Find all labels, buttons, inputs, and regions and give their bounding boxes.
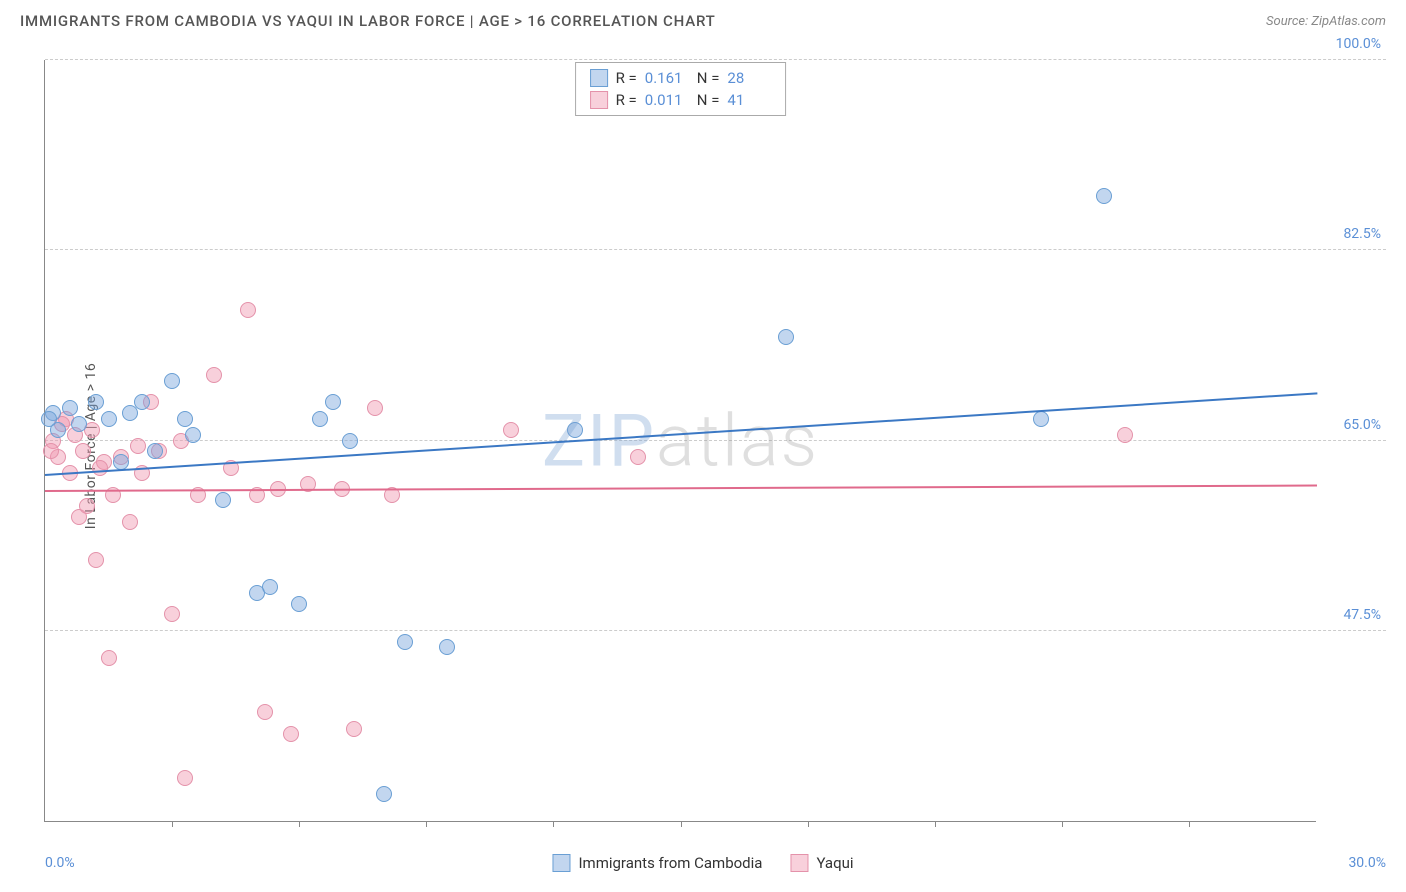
data-point bbox=[164, 606, 180, 622]
legend-label-1: Yaqui bbox=[816, 854, 853, 872]
y-tick-label: 100.0% bbox=[1336, 36, 1381, 52]
swatch-series-1 bbox=[590, 91, 608, 109]
data-point bbox=[630, 449, 646, 465]
data-point bbox=[79, 498, 95, 514]
r-label: R = bbox=[616, 91, 637, 109]
data-point bbox=[325, 394, 341, 410]
swatch-series-0 bbox=[590, 69, 608, 87]
x-tick bbox=[935, 821, 936, 827]
r-label: R = bbox=[616, 69, 637, 87]
data-point bbox=[134, 394, 150, 410]
x-tick bbox=[808, 821, 809, 827]
data-point bbox=[177, 770, 193, 786]
data-point bbox=[164, 373, 180, 389]
legend-item-0: Immigrants from Cambodia bbox=[552, 854, 762, 872]
legend-row-series-0: R = 0.161 N = 28 bbox=[590, 67, 772, 89]
data-point bbox=[43, 443, 59, 459]
legend-item-1: Yaqui bbox=[790, 854, 853, 872]
data-point bbox=[122, 405, 138, 421]
watermark-part2: atlas bbox=[656, 398, 819, 483]
data-point bbox=[215, 492, 231, 508]
x-axis-max-label: 30.0% bbox=[1348, 855, 1386, 871]
x-tick bbox=[1189, 821, 1190, 827]
data-point bbox=[346, 721, 362, 737]
data-point bbox=[41, 411, 57, 427]
data-point bbox=[240, 302, 256, 318]
data-point bbox=[1096, 188, 1112, 204]
correlation-legend: R = 0.161 N = 28 R = 0.011 N = 41 bbox=[575, 62, 787, 116]
data-point bbox=[88, 552, 104, 568]
x-tick bbox=[681, 821, 682, 827]
data-point bbox=[1033, 411, 1049, 427]
data-point bbox=[367, 400, 383, 416]
series-legend: Immigrants from Cambodia Yaqui bbox=[552, 854, 853, 872]
data-point bbox=[567, 422, 583, 438]
r-value-0: 0.161 bbox=[645, 69, 689, 87]
data-point bbox=[101, 650, 117, 666]
data-point bbox=[778, 329, 794, 345]
data-point bbox=[75, 443, 91, 459]
gridline bbox=[45, 249, 1386, 250]
data-point bbox=[439, 639, 455, 655]
data-point bbox=[376, 786, 392, 802]
legend-label-0: Immigrants from Cambodia bbox=[578, 854, 762, 872]
trend-line bbox=[45, 485, 1317, 492]
y-tick-label: 47.5% bbox=[1343, 607, 1381, 623]
data-point bbox=[62, 400, 78, 416]
gridline bbox=[45, 440, 1386, 441]
x-tick bbox=[426, 821, 427, 827]
data-point bbox=[312, 411, 328, 427]
source-attribution: Source: ZipAtlas.com bbox=[1266, 14, 1386, 29]
data-point bbox=[130, 438, 146, 454]
data-point bbox=[342, 433, 358, 449]
legend-row-series-1: R = 0.011 N = 41 bbox=[590, 89, 772, 111]
gridline bbox=[45, 59, 1386, 60]
data-point bbox=[147, 443, 163, 459]
y-tick-label: 65.0% bbox=[1343, 417, 1381, 433]
data-point bbox=[1117, 427, 1133, 443]
data-point bbox=[122, 514, 138, 530]
data-point bbox=[101, 411, 117, 427]
swatch-series-0 bbox=[552, 854, 570, 872]
data-point bbox=[185, 427, 201, 443]
data-point bbox=[71, 416, 87, 432]
data-point bbox=[262, 579, 278, 595]
data-point bbox=[257, 704, 273, 720]
y-tick-label: 82.5% bbox=[1343, 226, 1381, 242]
n-value-0: 28 bbox=[727, 69, 771, 87]
data-point bbox=[88, 394, 104, 410]
x-axis-min-label: 0.0% bbox=[45, 855, 75, 871]
scatter-plot-area: R = 0.161 N = 28 R = 0.011 N = 41 ZIPatl… bbox=[44, 60, 1316, 822]
x-tick bbox=[299, 821, 300, 827]
data-point bbox=[206, 367, 222, 383]
x-tick bbox=[172, 821, 173, 827]
swatch-series-1 bbox=[790, 854, 808, 872]
n-value-1: 41 bbox=[727, 91, 771, 109]
data-point bbox=[503, 422, 519, 438]
data-point bbox=[283, 726, 299, 742]
gridline bbox=[45, 630, 1386, 631]
x-tick bbox=[1062, 821, 1063, 827]
x-tick bbox=[553, 821, 554, 827]
data-point bbox=[291, 596, 307, 612]
r-value-1: 0.011 bbox=[645, 91, 689, 109]
n-label: N = bbox=[697, 69, 720, 87]
data-point bbox=[92, 460, 108, 476]
n-label: N = bbox=[697, 91, 720, 109]
data-point bbox=[177, 411, 193, 427]
data-point bbox=[397, 634, 413, 650]
chart-title: IMMIGRANTS FROM CAMBODIA VS YAQUI IN LAB… bbox=[20, 12, 716, 30]
